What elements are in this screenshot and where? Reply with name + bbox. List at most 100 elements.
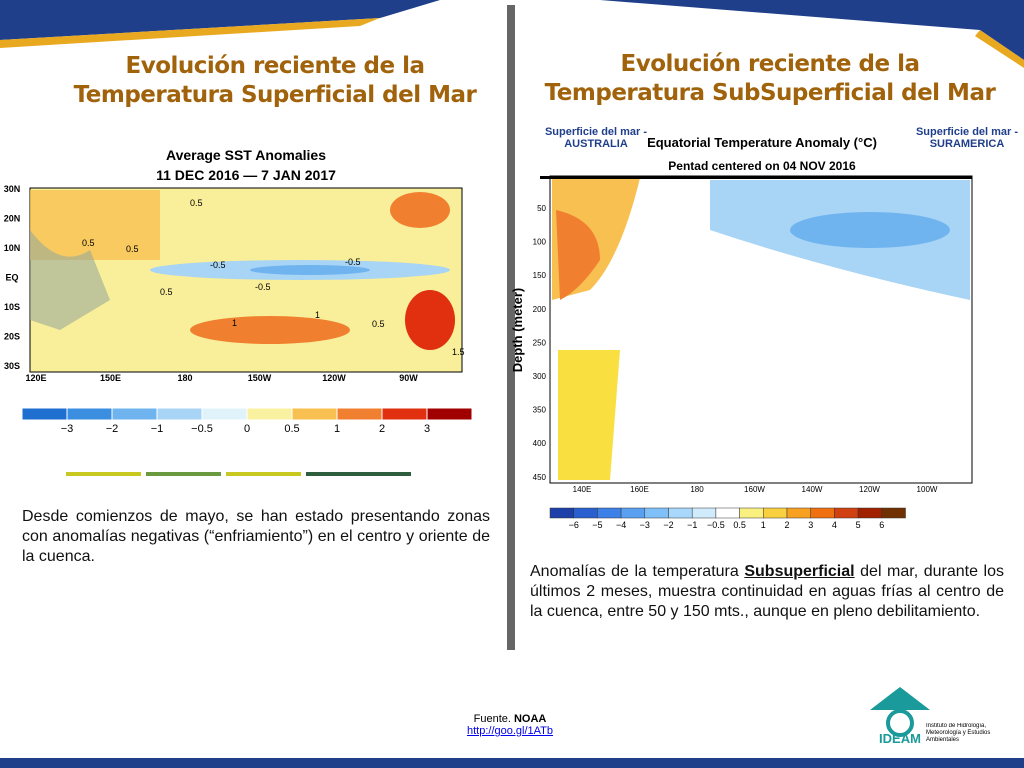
note-west: Superficie del mar - AUSTRALIA: [544, 126, 648, 150]
contour-label: -0.5: [345, 257, 361, 267]
right-title: Evolución reciente de la Temperatura SubS…: [544, 51, 996, 106]
colorbar-label: 1: [761, 520, 766, 530]
lon-tick: 160E: [630, 485, 649, 494]
lon-tick: 140W: [802, 485, 823, 494]
colorbar-label: −4: [616, 520, 626, 530]
lon-tick: 100W: [917, 485, 938, 494]
lon-label: 180: [177, 373, 192, 383]
divider-line: [66, 472, 141, 476]
colorbar-box: [763, 507, 788, 519]
colorbar-label: −6: [569, 520, 579, 530]
logo-text: Instituto de Hidrología, Meteorología y …: [926, 723, 991, 743]
colorbar-box: [381, 407, 428, 421]
lon-label: 150E: [100, 373, 121, 383]
colorbar-box: [573, 507, 598, 519]
colorbar-box: [810, 507, 835, 519]
chart-title: Equatorial Temperature Anomaly (°C): [647, 135, 877, 150]
colorbar-label: 3: [424, 423, 430, 435]
contour-label: 1: [232, 318, 237, 328]
contour-label: -0.5: [210, 260, 226, 270]
colorbar-box: [291, 407, 338, 421]
contour-label: 1.5: [452, 347, 465, 357]
colorbar-label: −1: [687, 520, 697, 530]
colorbar-label: −0.5: [707, 520, 725, 530]
depth-tick: 200: [533, 305, 547, 314]
y-axis-label: Depth (meter): [510, 288, 525, 373]
lat-label: 20S: [4, 332, 20, 342]
lon-tick: 140E: [573, 485, 592, 494]
depth-tick: 450: [533, 473, 547, 482]
colorbar-label: 2: [379, 423, 385, 435]
colorbar-box: [66, 407, 113, 421]
divider-line: [226, 472, 301, 476]
colorbar-box: [834, 507, 859, 519]
subsurface-chart: Equatorial Temperature Anomaly (°C) Pent…: [510, 135, 973, 530]
lon-tick: 180: [690, 485, 704, 494]
source: Fuente. NOAA http://goo.gl/1ATb: [466, 713, 554, 737]
chart-title: Pentad centered on 04 NOV 2016: [668, 159, 856, 173]
colorbar-box: [739, 507, 764, 519]
colorbar-box: [201, 407, 248, 421]
colorbar-box: [156, 407, 203, 421]
colorbar-box: [111, 407, 158, 421]
left-title: Evolución reciente de la Temperatura Supe…: [73, 53, 477, 108]
colorbar-box: [597, 507, 622, 519]
lon-label: 150W: [248, 373, 272, 383]
map-title: Average SST Anomalies: [166, 147, 326, 163]
colorbar-box: [21, 407, 68, 421]
map-title: 11 DEC 2016 — 7 JAN 2017: [156, 167, 336, 183]
lat-label: 20N: [4, 214, 21, 224]
note-east: Superficie del mar - SURAMERICA: [915, 126, 1019, 150]
colorbar-label: −2: [106, 423, 119, 435]
divider-line: [306, 472, 411, 476]
depth-tick: 300: [533, 372, 547, 381]
lat-label: 30S: [4, 361, 20, 371]
contour-label: -0.5: [255, 282, 271, 292]
contour-label: 0.5: [126, 244, 139, 254]
lat-label: 30N: [4, 184, 21, 194]
colorbar-box: [549, 507, 574, 519]
colorbar-box: [426, 407, 473, 421]
lat-label: EQ: [5, 273, 18, 283]
divider-line: [146, 472, 221, 476]
colorbar-label: −3: [61, 423, 74, 435]
depth-tick: 400: [533, 439, 547, 448]
colorbar-label: 2: [784, 520, 789, 530]
lon-tick: 120W: [859, 485, 880, 494]
colorbar-box: [786, 507, 811, 519]
depth-tick: 350: [533, 406, 547, 415]
depth-tick: 250: [533, 338, 547, 347]
lat-label: 10N: [4, 243, 21, 253]
colorbar-box: [620, 507, 646, 519]
colorbar-label: 0.5: [733, 520, 746, 530]
lon-label: 120E: [25, 373, 46, 383]
colorbar-label: 0.5: [284, 423, 299, 435]
colorbar-box: [644, 507, 669, 519]
lon-label: 120W: [322, 373, 346, 383]
contour-label: 1: [315, 310, 320, 320]
contour-label: 0.5: [160, 287, 173, 297]
colorbar-label: −0.5: [191, 423, 213, 435]
colorbar-label: −5: [592, 520, 602, 530]
depth-tick: 100: [533, 238, 547, 247]
logo-name: IDEAM: [879, 731, 921, 746]
colorbar-label: 1: [334, 423, 340, 435]
logo: IDEAM Instituto de Hidrología, Meteorolo…: [870, 687, 991, 746]
colorbar-box: [715, 507, 740, 519]
colorbar-label: 0: [244, 423, 250, 435]
colorbar-label: −3: [640, 520, 650, 530]
source-link[interactable]: http://goo.gl/1ATb: [466, 725, 554, 737]
colorbar-box: [881, 507, 906, 519]
colorbar-box: [336, 407, 383, 421]
right-paragraph: Anomalías de la temperatura Subsuperfici…: [530, 563, 1005, 620]
colorbar-box: [857, 507, 883, 519]
contour-label: 0.5: [372, 319, 385, 329]
colorbar-label: 5: [856, 520, 861, 530]
colorbar-box: [691, 507, 717, 519]
lat-label: 10S: [4, 302, 20, 312]
colorbar-label: 4: [832, 520, 837, 530]
colorbar-box: [246, 407, 293, 421]
colorbar-label: 6: [879, 520, 884, 530]
